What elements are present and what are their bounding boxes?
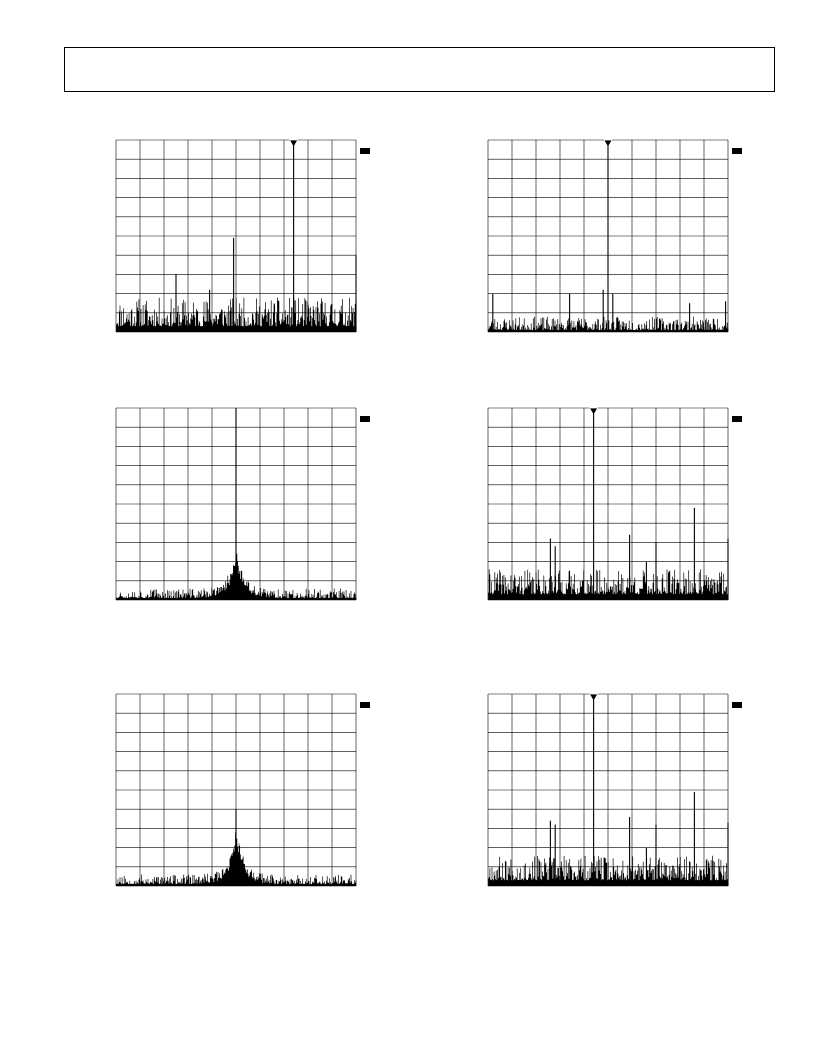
spectrum-chart-6 [487, 690, 748, 894]
noise-floor-trace [116, 832, 357, 886]
spectrum-chart-5 [115, 693, 376, 894]
reference-level-marker [732, 702, 742, 708]
marker-gap [589, 690, 598, 695]
spectrum-plot-1 [115, 136, 370, 333]
spectrum-plot-2 [487, 136, 742, 333]
noise-floor-trace [116, 297, 357, 332]
noise-floor-trace [488, 569, 729, 600]
reference-level-marker [360, 702, 370, 708]
marker-gap [289, 136, 298, 141]
marker-triangle-icon [290, 140, 298, 147]
marker-triangle-icon [590, 408, 598, 415]
spectrum-plot-3 [115, 407, 370, 601]
noise-floor-trace [488, 855, 729, 886]
grid [487, 693, 729, 887]
spectrum-plot-5 [115, 693, 370, 887]
marker-gap [604, 136, 612, 141]
spectrum-chart-4 [487, 404, 748, 608]
spectrum-plot-4 [487, 404, 742, 601]
marker-gap [589, 404, 598, 409]
spectrum-plot-6 [487, 690, 742, 887]
marker-triangle-icon [590, 694, 598, 701]
reference-level-marker [360, 416, 370, 422]
marker-triangle-icon [604, 140, 612, 147]
noise-floor-trace [488, 316, 729, 332]
spectrum-chart-2 [487, 136, 748, 340]
spectrum-chart-3 [115, 407, 376, 608]
reference-level-marker [732, 148, 742, 154]
reference-level-marker [732, 416, 742, 422]
header-box [64, 47, 775, 92]
reference-level-marker [360, 148, 370, 154]
noise-floor-trace [116, 553, 357, 600]
spectrum-chart-1 [115, 136, 376, 340]
grid [487, 407, 729, 601]
